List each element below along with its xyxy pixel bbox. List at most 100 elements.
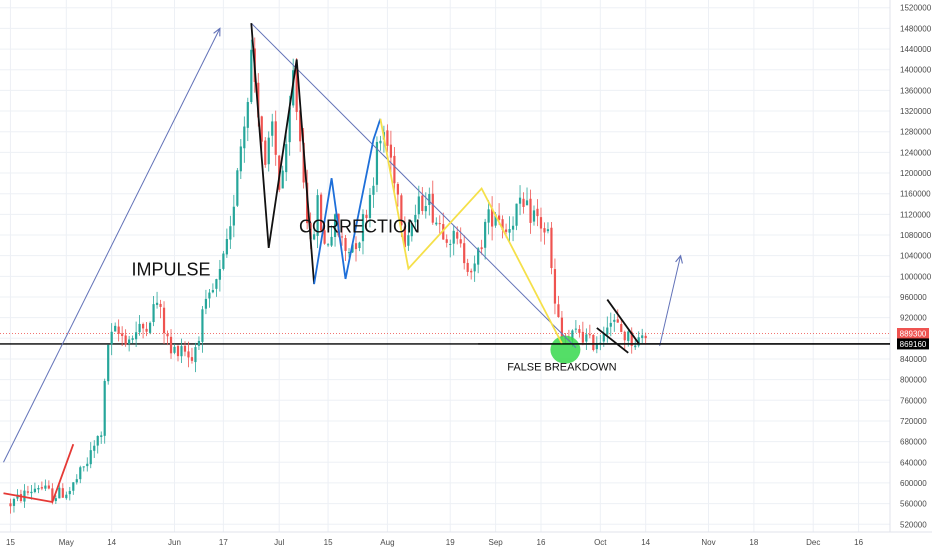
candle-body — [459, 239, 462, 244]
candle-body — [613, 319, 616, 322]
candle-body — [403, 226, 406, 248]
candle-body — [442, 224, 445, 240]
candle-body — [438, 223, 441, 225]
y-tick-label: 1040000 — [900, 252, 932, 261]
candle-body — [574, 328, 577, 330]
candle-body — [260, 116, 263, 142]
candle-body — [407, 235, 410, 246]
pennant-upper — [606, 299, 640, 344]
candle-body — [201, 309, 204, 342]
candle-body — [152, 304, 155, 323]
candle-body — [550, 227, 553, 269]
candle-body — [225, 238, 228, 255]
candle-body — [480, 247, 483, 250]
y-tick-label: 960000 — [900, 293, 927, 302]
candle-body — [546, 229, 550, 232]
candle-body — [319, 194, 323, 231]
candle-body — [75, 479, 78, 483]
candle-body — [571, 330, 574, 340]
candle-body — [135, 332, 138, 340]
candle-body — [211, 290, 215, 293]
y-tick-label: 680000 — [900, 438, 927, 447]
price-axis-panel — [890, 0, 932, 550]
candle-body — [637, 337, 640, 346]
candle-body — [585, 334, 588, 342]
correction-label: CORRECTION — [299, 216, 420, 236]
candle-body — [243, 126, 246, 149]
candle-body — [400, 195, 403, 226]
candle-body — [30, 491, 33, 494]
y-tick-label: 720000 — [900, 417, 927, 426]
yellow-zigzag — [379, 118, 563, 344]
candle-body — [620, 324, 623, 332]
candle-body — [58, 487, 61, 499]
candle-body — [522, 198, 525, 207]
annotations: IMPULSE CORRECTION FALSE BREAKDOWN — [132, 216, 617, 373]
candle-body — [89, 450, 92, 465]
candle-body — [539, 217, 543, 229]
candle-body — [484, 221, 487, 248]
candle-body — [477, 248, 480, 265]
candle-body — [215, 279, 218, 289]
candle-body — [159, 303, 162, 307]
candle-body — [463, 243, 466, 264]
y-tick-label: 840000 — [900, 355, 927, 364]
candle-body — [494, 214, 497, 226]
candle-body — [330, 236, 333, 246]
candle-body — [288, 107, 291, 143]
impulse-arrow — [3, 28, 221, 463]
x-tick-label: Dec — [806, 538, 820, 547]
candle-body — [634, 345, 637, 348]
y-tick-label: 1480000 — [900, 24, 932, 33]
candle-body — [114, 325, 117, 332]
candle-body — [581, 331, 584, 343]
x-tick-label: Aug — [380, 538, 394, 547]
candle-body — [281, 170, 284, 189]
candle-body — [250, 49, 253, 103]
price-badge — [897, 338, 929, 350]
candle-body — [417, 196, 420, 215]
y-tick-label: 1400000 — [900, 66, 932, 75]
candle-body — [138, 323, 141, 333]
candle-body — [452, 230, 455, 244]
candle-body — [375, 141, 379, 185]
candle-body — [424, 206, 427, 212]
candle-body — [176, 346, 180, 357]
x-tick-label: Jun — [168, 538, 181, 547]
x-tick-label: 15 — [324, 538, 333, 547]
candle-body — [229, 226, 232, 240]
candle-body — [187, 351, 190, 358]
candle-body — [354, 243, 358, 250]
correction-trendline — [250, 22, 577, 348]
candle-body — [529, 198, 532, 223]
candle-body — [470, 270, 473, 273]
candle-body — [358, 242, 361, 249]
candle-body — [466, 262, 469, 272]
y-tick-label: 1160000 — [900, 190, 931, 199]
candle-body — [323, 230, 326, 244]
projection-arrow-head — [675, 254, 683, 264]
candle-body — [333, 214, 337, 237]
candle-body — [421, 195, 424, 212]
candle-body — [365, 214, 368, 218]
candle-body — [23, 490, 26, 502]
y-tick-label: 1200000 — [900, 169, 932, 178]
false-breakdown-label: FALSE BREAKDOWN — [507, 361, 616, 373]
candle-body — [553, 269, 557, 304]
candle-body — [180, 346, 183, 357]
x-tick-label: 16 — [537, 538, 546, 547]
impulse-arrow-head — [213, 27, 221, 37]
x-tick-label: 16 — [854, 538, 863, 547]
candle-body — [51, 488, 54, 502]
impulse-label: IMPULSE — [132, 259, 211, 279]
candlesticks — [9, 37, 647, 514]
candle-body — [368, 194, 372, 219]
price-badge-label: 869160 — [900, 340, 927, 349]
candle-body — [627, 331, 630, 341]
drawings — [3, 22, 890, 504]
candle-body — [285, 144, 288, 173]
candle-body — [511, 225, 515, 230]
x-tick-label: May — [59, 538, 74, 547]
